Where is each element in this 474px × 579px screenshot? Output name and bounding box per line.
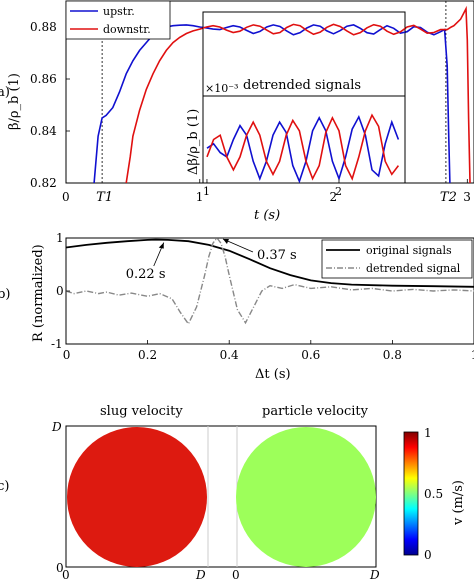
legend-a-up-label: upstr. <box>103 5 135 18</box>
colorbar-tick-05: 0.5 <box>424 487 443 501</box>
a-ytick-label: 0.82 <box>30 176 57 190</box>
marker-label-T1: T1 <box>96 190 113 205</box>
a-xtick-label: 1 <box>196 190 204 204</box>
colorbar-tick-0: 0 <box>424 548 432 562</box>
inset-upper-series-0 <box>203 24 405 36</box>
chart-b: 00.20.40.60.81-101 R (normalized) Δt (s)… <box>31 231 474 382</box>
c-title-slug: slug velocity <box>100 404 183 419</box>
inset-exponent: ×10⁻³ <box>205 82 238 95</box>
a-xtick-label: 3 <box>463 190 471 204</box>
a-xtick-label: 2 <box>330 190 338 204</box>
c-ytick-0: 0 <box>56 561 64 575</box>
panel-label-c: (c) <box>0 479 9 494</box>
c-xtick-0: 0 <box>62 568 70 579</box>
slug-velocity-disk <box>67 427 207 567</box>
inset-a: detrended signals ×10⁻³ Δβ/ρ_b (1) 1 2 <box>186 11 406 198</box>
legend-b: original signals detrended signal <box>321 239 473 279</box>
b-xtick-label: 0.2 <box>138 348 157 362</box>
inset-series-1 <box>206 113 400 181</box>
b-xtick-label: 0.6 <box>301 348 320 362</box>
b-xlabel: Δt (s) <box>255 367 291 382</box>
legend-a: upstr. downstr. <box>65 0 171 40</box>
c-ytick-D: D <box>51 420 62 434</box>
b-xtick-label: 0 <box>63 348 71 362</box>
colorbar-tick-1: 1 <box>424 426 432 440</box>
b-ylabel: R (normalized) <box>31 244 46 342</box>
legend-a-down-label: downstr. <box>103 23 151 36</box>
legend-b-orig-label: original signals <box>366 244 452 257</box>
b-ytick-label: -1 <box>51 337 63 351</box>
a-ytick-label: 0.86 <box>30 72 57 86</box>
a-ytick-label: 0.84 <box>30 124 57 138</box>
series-b-detrended <box>66 238 474 326</box>
legend-b-det-label: detrended signal <box>366 262 461 275</box>
b-xtick-label: 0.4 <box>220 348 239 362</box>
annot-label-022: 0.22 s <box>126 267 166 282</box>
b-ytick-label: 1 <box>56 231 64 245</box>
series-b-original <box>66 238 474 288</box>
annot-arrowhead-037 <box>222 239 229 244</box>
b-xtick-label: 1 <box>471 348 474 362</box>
annot-arrowhead-022 <box>158 242 164 249</box>
chart-c: slug velocity particle velocity D 0 0 D … <box>51 404 466 579</box>
b-ytick-label: 0 <box>56 284 64 298</box>
inset-xtick-label: 1 <box>203 185 210 198</box>
colorbar: 1 0.5 0 v (m/s) <box>403 426 466 562</box>
colorbar-label: v (m/s) <box>451 480 466 526</box>
inset-series-0 <box>206 114 400 183</box>
a-ylabel: β/ρ_b (1) <box>7 73 22 130</box>
c-title-particle: particle velocity <box>262 404 369 419</box>
a-ytick-label: 0.88 <box>30 20 57 34</box>
inset-upper-series-1 <box>203 23 405 36</box>
inset-title: detrended signals <box>243 78 361 93</box>
annot-label-037: 0.37 s <box>257 248 297 263</box>
c-xtick-0b: 0 <box>232 568 240 579</box>
inset-xtick-label: 2 <box>335 185 342 198</box>
b-xtick-label: 0.8 <box>383 348 402 362</box>
a-xlabel: t (s) <box>254 208 280 223</box>
panel-label-b: (b) <box>0 287 10 302</box>
c-xtick-Db: D <box>369 568 380 579</box>
a-xtick-label: 0 <box>62 190 70 204</box>
chart-a: T1 T2 0 1 2 3 0.82 0.84 0.86 0.88 β/ρ_b (1) t (s)… <box>7 0 474 223</box>
inset-ylabel: Δβ/ρ_b (1) <box>186 109 201 175</box>
panel-label-a: (a) <box>0 85 10 100</box>
marker-label-T2: T2 <box>440 190 457 205</box>
c-xtick-D: D <box>195 568 206 579</box>
particle-velocity-disk <box>236 427 376 567</box>
